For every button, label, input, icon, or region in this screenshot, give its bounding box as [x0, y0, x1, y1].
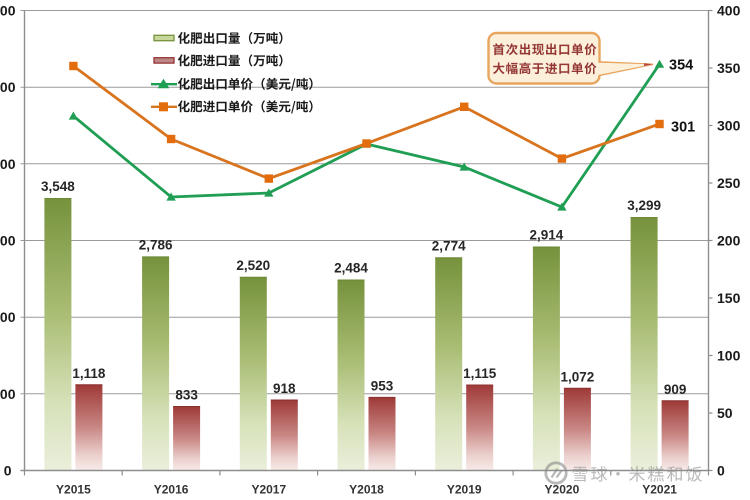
svg-text:100: 100 [717, 348, 741, 364]
svg-text:3,299: 3,299 [627, 198, 661, 213]
svg-text:5,000: 5,000 [0, 79, 16, 95]
svg-text:1,118: 1,118 [72, 366, 106, 381]
svg-text:2,520: 2,520 [236, 258, 270, 273]
svg-text:250: 250 [717, 175, 741, 191]
svg-text:1,000: 1,000 [0, 386, 16, 402]
svg-text:400: 400 [717, 3, 741, 19]
svg-text:301: 301 [671, 120, 695, 136]
svg-text:1,072: 1,072 [561, 369, 595, 384]
svg-text:2,484: 2,484 [334, 261, 368, 276]
svg-text:4,000: 4,000 [0, 156, 16, 172]
svg-text:2,000: 2,000 [0, 309, 16, 325]
svg-text:350: 350 [717, 60, 741, 76]
svg-text:Y2017: Y2017 [251, 483, 286, 497]
svg-text:1,115: 1,115 [463, 366, 497, 381]
svg-text:Y2019: Y2019 [447, 483, 482, 497]
svg-text:909: 909 [664, 382, 687, 397]
svg-text:0: 0 [717, 463, 725, 479]
svg-text:200: 200 [717, 233, 741, 249]
svg-text:Y2015: Y2015 [56, 483, 91, 497]
svg-text:2,786: 2,786 [139, 237, 173, 252]
svg-text:354: 354 [669, 58, 693, 74]
svg-text:953: 953 [371, 378, 394, 393]
svg-text:Y2016: Y2016 [154, 483, 189, 497]
svg-text:918: 918 [273, 381, 296, 396]
svg-text:6,000: 6,000 [0, 3, 16, 19]
svg-text:833: 833 [175, 388, 198, 403]
svg-text:300: 300 [717, 118, 741, 134]
svg-text:Y2020: Y2020 [545, 483, 580, 497]
svg-text:Y2021: Y2021 [642, 483, 677, 497]
svg-text:0: 0 [4, 463, 12, 479]
svg-text:50: 50 [717, 405, 733, 421]
svg-text:150: 150 [717, 290, 741, 306]
svg-text:Y2018: Y2018 [349, 483, 384, 497]
svg-text:2,914: 2,914 [530, 228, 564, 243]
svg-text:3,548: 3,548 [41, 179, 75, 194]
svg-text:2,774: 2,774 [432, 238, 466, 253]
svg-text:3,000: 3,000 [0, 233, 16, 249]
